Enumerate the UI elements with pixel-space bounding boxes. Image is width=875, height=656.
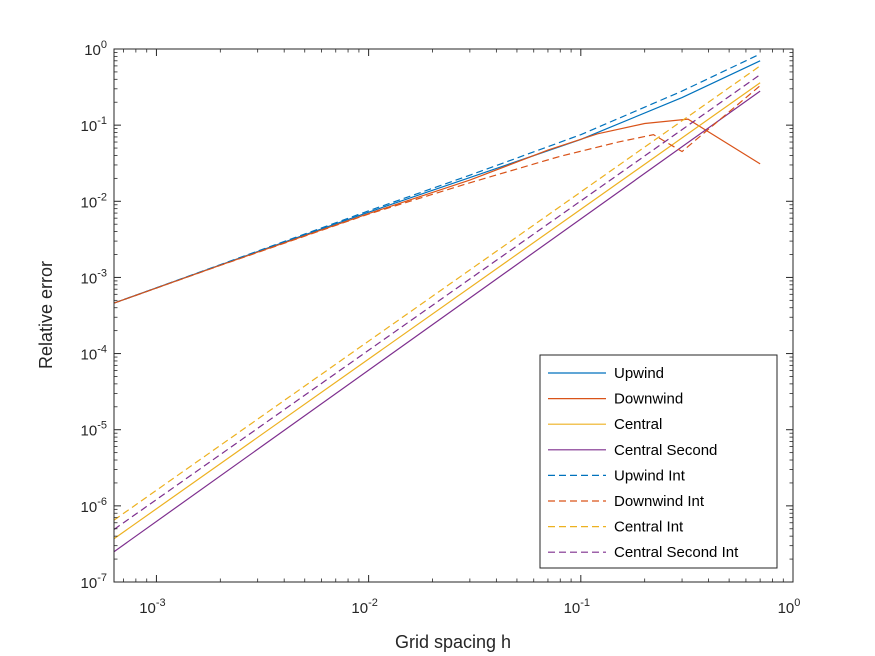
y-tick-label-6: 10-1 bbox=[81, 115, 107, 135]
x-tick-label-2: 10-1 bbox=[564, 597, 590, 617]
ticks-layer: 10-3 10-2 10-1 100 10-7 10-6 10-5 10-4 10-3 10-2 1… bbox=[81, 39, 801, 617]
y-tick-label-3: 10-4 bbox=[81, 344, 107, 364]
series-line-3 bbox=[113, 90, 761, 553]
legend-label-2: Central bbox=[614, 416, 662, 433]
y-tick-label-4: 10-3 bbox=[81, 267, 107, 287]
y-axis-label: Relative error bbox=[36, 261, 56, 369]
legend-label-0: Upwind bbox=[614, 365, 664, 382]
legend-label-6: Central Int bbox=[614, 519, 684, 536]
legend-box bbox=[539, 354, 778, 569]
axes-box bbox=[113, 48, 794, 583]
y-tick-label-1: 10-6 bbox=[81, 496, 107, 516]
y-tick-label-5: 10-2 bbox=[81, 191, 107, 211]
series-layer bbox=[113, 53, 761, 553]
legend: Upwind Downwind Central Central Second Upwin… bbox=[539, 354, 778, 569]
legend-label-7: Central Second Int bbox=[614, 544, 739, 561]
x-tick-label-1: 10-2 bbox=[351, 597, 377, 617]
x-axis-label: Grid spacing h bbox=[395, 632, 511, 652]
x-tick-label-3: 100 bbox=[778, 597, 801, 617]
axes-layer bbox=[113, 48, 794, 583]
x-tick-label-0: 10-3 bbox=[139, 597, 165, 617]
y-tick-label-7: 100 bbox=[84, 39, 107, 59]
series-line-2 bbox=[113, 82, 761, 540]
legend-label-4: Upwind Int bbox=[614, 467, 686, 484]
legend-label-1: Downwind bbox=[614, 391, 683, 408]
y-tick-label-2: 10-5 bbox=[81, 420, 107, 440]
legend-label-3: Central Second bbox=[614, 442, 717, 459]
legend-label-5: Downwind Int bbox=[614, 493, 705, 510]
series-line-5 bbox=[113, 85, 761, 304]
y-tick-label-0: 10-7 bbox=[81, 572, 107, 592]
series-line-4 bbox=[113, 53, 761, 304]
